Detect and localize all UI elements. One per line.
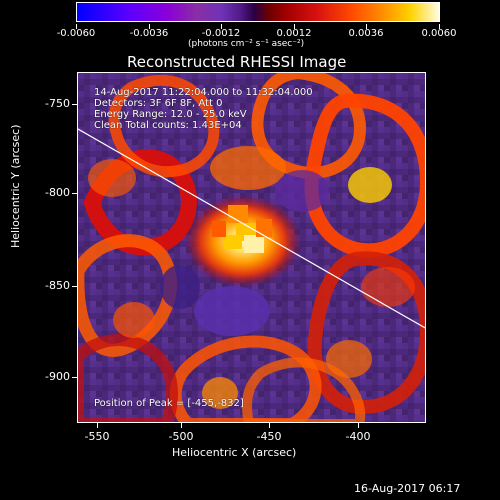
heatmap-plot: 14-Aug-2017 11:22:04.000 to 11:32:04.000… — [77, 72, 426, 423]
blob-top-mid — [210, 146, 286, 190]
ring-bottom-left — [78, 334, 178, 422]
colorbar-label-1: -0.0060 — [56, 28, 96, 39]
colorbar-tick-6 — [439, 24, 440, 29]
y-tick-4 — [72, 377, 77, 378]
blob-cool-top — [275, 170, 329, 212]
colorbar-label-2: -0.0036 — [129, 28, 169, 39]
blob-right-mid — [361, 267, 415, 307]
blob-bottom-center — [202, 377, 238, 409]
ring-right-lower — [307, 251, 425, 415]
annotation-line-2: Detectors: 3F 6F 8F, Att 0 — [94, 98, 223, 109]
peak-position-label: Position of Peak = [-455,-832] — [94, 398, 244, 409]
colorbar-label-4: 0.0012 — [276, 28, 312, 39]
y-tick-1 — [72, 104, 77, 105]
colorbar-tick-1 — [76, 24, 77, 29]
blob-cool-left — [160, 265, 200, 309]
colorbar-label-5: 0.0036 — [348, 28, 384, 39]
y-tick-3 — [72, 286, 77, 287]
colorbar-label-3: -0.0012 — [201, 28, 241, 39]
ring-left-2 — [78, 234, 178, 357]
annotation-line-3: Energy Range: 12.0 - 25.0 keV — [94, 109, 247, 120]
colorbar — [76, 2, 440, 22]
colorbar-tick-5 — [366, 24, 367, 29]
y-tick-label-4: -900 — [45, 370, 70, 383]
flare-core-4 — [224, 235, 242, 249]
x-tick-2 — [181, 423, 182, 428]
annotation-line-1: 14-Aug-2017 11:22:04.000 to 11:32:04.000 — [94, 87, 313, 98]
x-tick-4 — [358, 423, 359, 428]
colorbar-tick-3 — [221, 24, 222, 29]
y-axis-label: Heliocentric Y (arcsec) — [9, 124, 22, 248]
blob-left — [88, 159, 136, 197]
x-tick-label-1: -550 — [84, 430, 110, 443]
blob-upper-right — [348, 167, 392, 203]
ring-right-upper — [304, 93, 425, 258]
heatmap-svg — [78, 73, 425, 422]
colorbar-tick-2 — [149, 24, 150, 29]
annotation-line-4: Clean Total counts: 1.43E+04 — [94, 120, 242, 131]
y-tick-label-2: -800 — [45, 186, 70, 199]
x-tick-label-3: -450 — [256, 430, 282, 443]
footer-timestamp: 16-Aug-2017 06:17 — [354, 482, 461, 495]
flare-core-5 — [212, 221, 226, 237]
blob-bottom-left — [113, 302, 155, 338]
colorbar-tick-4 — [294, 24, 295, 29]
y-tick-2 — [72, 193, 77, 194]
colorbar-label-6: 0.0060 — [421, 28, 457, 39]
ring-bottom-right — [242, 357, 366, 422]
blob-lower-right — [326, 340, 372, 378]
y-tick-label-1: -750 — [45, 97, 70, 110]
flare-core-3 — [244, 235, 264, 253]
central-source — [185, 195, 301, 287]
solar-limb-line — [78, 128, 425, 329]
ring-top-left — [108, 74, 220, 178]
flare-core-6 — [256, 219, 272, 237]
colorbar-unit-label: (photons cm⁻² s⁻¹ asec⁻²) — [188, 39, 305, 49]
y-tick-label-3: -850 — [45, 279, 70, 292]
plot-title: Reconstructed RHESSI Image — [127, 53, 347, 71]
x-axis-label: Heliocentric X (arcsec) — [172, 446, 297, 459]
blob-cool-center — [194, 286, 270, 336]
x-tick-1 — [97, 423, 98, 428]
colorbar-ticks: -0.0060 -0.0036 -0.0012 0.0012 0.0036 0.… — [0, 24, 500, 52]
artifact-blobs — [88, 146, 415, 409]
x-tick-3 — [269, 423, 270, 428]
x-tick-label-2: -500 — [168, 430, 194, 443]
x-tick-label-4: -400 — [345, 430, 371, 443]
